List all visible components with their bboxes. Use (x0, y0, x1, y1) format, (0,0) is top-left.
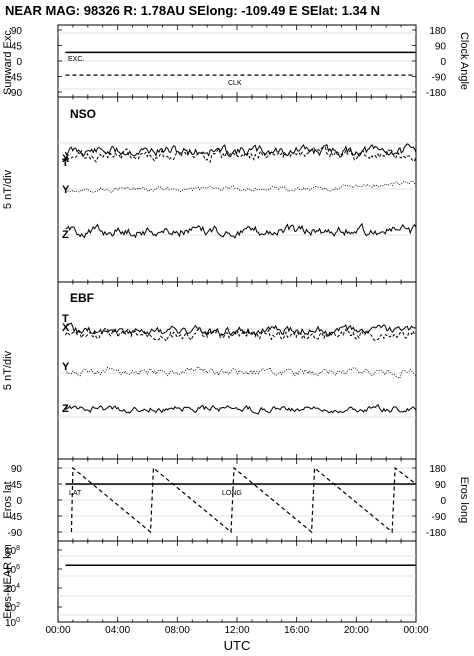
component-label: Z (62, 229, 69, 241)
y-tick-label-right: -90 (432, 512, 447, 523)
y-axis-label: 5 nT/div (2, 169, 14, 209)
y-axis-label: 5 nT/div (2, 350, 14, 390)
page-title: NEAR MAG: 98326 R: 1.78AU SElong: -109.4… (5, 3, 380, 18)
y-tick-label-right: 90 (435, 42, 447, 53)
y-tick-label: -90 (8, 528, 23, 539)
x-tick-label: 20:00 (344, 625, 369, 636)
y-tick-label: 104 (5, 583, 20, 595)
y-tick-label: -45 (8, 512, 23, 523)
series-line-z (65, 222, 417, 239)
component-label: Y (62, 361, 70, 373)
y-tick-label: 108 (5, 545, 20, 557)
y-tick-label-right: 0 (440, 496, 446, 507)
panel-frame (57, 281, 417, 460)
y-tick-label: 0 (16, 496, 22, 507)
x-tick-label: 00:00 (45, 625, 70, 636)
x-tick-label: 16:00 (284, 625, 309, 636)
series-line-y (65, 180, 417, 193)
series-line-t (65, 143, 417, 158)
y-axis-label: Eros lat (2, 481, 14, 518)
x-tick-label: 04:00 (105, 625, 130, 636)
y-axis-label: Eros-NEAR km (2, 544, 14, 619)
y-tick-label: 90 (11, 464, 23, 475)
y-tick-label-right: -90 (432, 73, 447, 84)
y-tick-label-right: -180 (426, 88, 446, 99)
tick-base: 10 (5, 565, 17, 576)
series-label-clk: CLK (228, 80, 242, 87)
series-label-lat: LAT (69, 490, 82, 497)
tick-exponent: 0 (16, 617, 20, 624)
series-line-x (65, 146, 417, 163)
series-line-t (65, 322, 417, 337)
series-line-x (65, 327, 417, 343)
y-axis-label: Sunward Exc. (2, 27, 14, 95)
component-label: X (62, 322, 70, 334)
panel-tag: EBF (70, 291, 94, 305)
y-tick-label: 45 (11, 480, 23, 491)
y-tick-label: 0 (16, 57, 22, 68)
component-label: T (62, 313, 69, 325)
y-tick-label: 106 (5, 564, 20, 576)
component-label: Z (62, 403, 69, 415)
y-tick-label: 102 (5, 602, 20, 614)
tick-exponent: 6 (16, 564, 20, 571)
series-line-y (65, 365, 417, 379)
y-tick-label-right: 90 (435, 480, 447, 491)
series-line-z (65, 403, 417, 415)
tick-exponent: 2 (16, 602, 20, 609)
x-axis-label: UTC (224, 638, 251, 653)
panel-frame (57, 540, 417, 623)
y-tick-label: 90 (11, 26, 23, 37)
y-tick-label-right: 180 (429, 26, 446, 37)
x-tick-label: 00:00 (403, 625, 428, 636)
y-tick-label-right: 0 (440, 57, 446, 68)
x-tick-label: 12:00 (224, 625, 249, 636)
y-tick-label: -45 (8, 73, 23, 84)
x-tick-label: 08:00 (165, 625, 190, 636)
y-axis-label-right: Clock Angle (458, 32, 470, 90)
tick-base: 10 (5, 546, 17, 557)
y-tick-label: 45 (11, 42, 23, 53)
component-label: T (62, 157, 69, 169)
y-tick-label: 100 (5, 617, 20, 629)
y-tick-label-right: 180 (429, 464, 446, 475)
series-label-long: LONG (222, 490, 242, 497)
series-label-exc: EXC. (68, 56, 84, 63)
panels-group: 00:00 04:00 08:00 12:00 16:00 20:00 00:00 90 45 0… (2, 24, 470, 636)
y-tick-label: -90 (8, 88, 23, 99)
tick-base: 10 (5, 584, 17, 595)
y-tick-label-right: -180 (426, 528, 446, 539)
panel-frame (57, 96, 417, 283)
panel-tag: NSO (70, 107, 96, 121)
tick-exponent: 4 (16, 583, 20, 590)
tick-base: 10 (5, 603, 17, 614)
series-line-long (70, 466, 417, 534)
y-axis-label-right: Eros long (458, 477, 470, 523)
component-label: X (62, 153, 70, 165)
tick-exponent: 8 (16, 545, 20, 552)
tick-base: 10 (5, 618, 17, 629)
